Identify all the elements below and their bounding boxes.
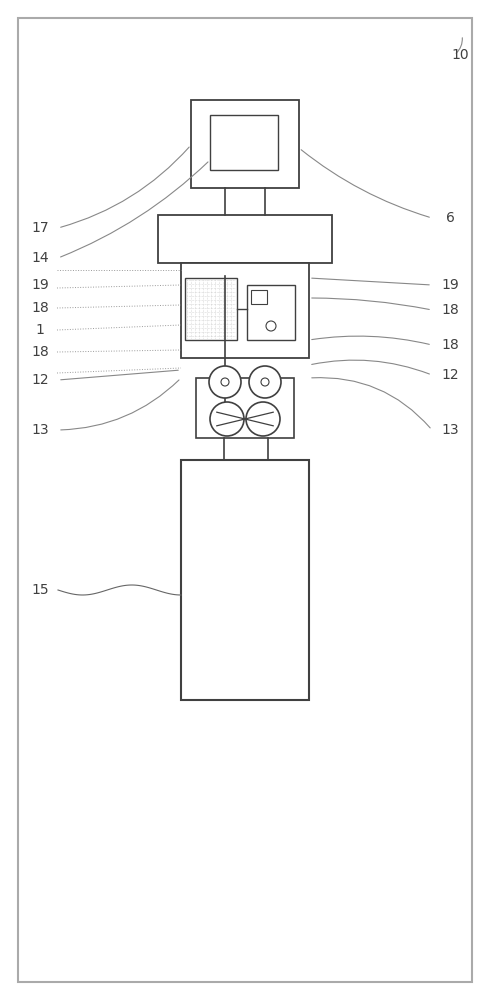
Circle shape [261, 378, 269, 386]
Circle shape [249, 366, 281, 398]
Circle shape [246, 402, 280, 436]
Text: 18: 18 [441, 303, 459, 317]
Bar [158, 215, 332, 263]
Bar [251, 290, 267, 304]
Circle shape [209, 366, 241, 398]
Text: 19: 19 [31, 278, 49, 292]
Bar [181, 460, 309, 700]
Text: 13: 13 [441, 423, 459, 437]
Text: 12: 12 [31, 373, 49, 387]
Text: 18: 18 [441, 338, 459, 352]
Text: 14: 14 [31, 251, 49, 265]
Circle shape [210, 402, 244, 436]
Circle shape [221, 378, 229, 386]
Bar [181, 263, 309, 358]
Text: 12: 12 [441, 368, 459, 382]
Bar [247, 285, 295, 340]
Text: 10: 10 [451, 48, 469, 62]
Text: 6: 6 [445, 211, 454, 225]
Bar [196, 378, 294, 438]
Circle shape [266, 321, 276, 331]
Text: 1: 1 [36, 323, 45, 337]
Text: 13: 13 [31, 423, 49, 437]
Text: 17: 17 [31, 221, 49, 235]
Text: 19: 19 [441, 278, 459, 292]
Text: 18: 18 [31, 301, 49, 315]
Text: 18: 18 [31, 345, 49, 359]
Bar [191, 100, 299, 188]
Text: 15: 15 [31, 583, 49, 597]
Bar [185, 278, 237, 340]
Bar [210, 115, 278, 170]
